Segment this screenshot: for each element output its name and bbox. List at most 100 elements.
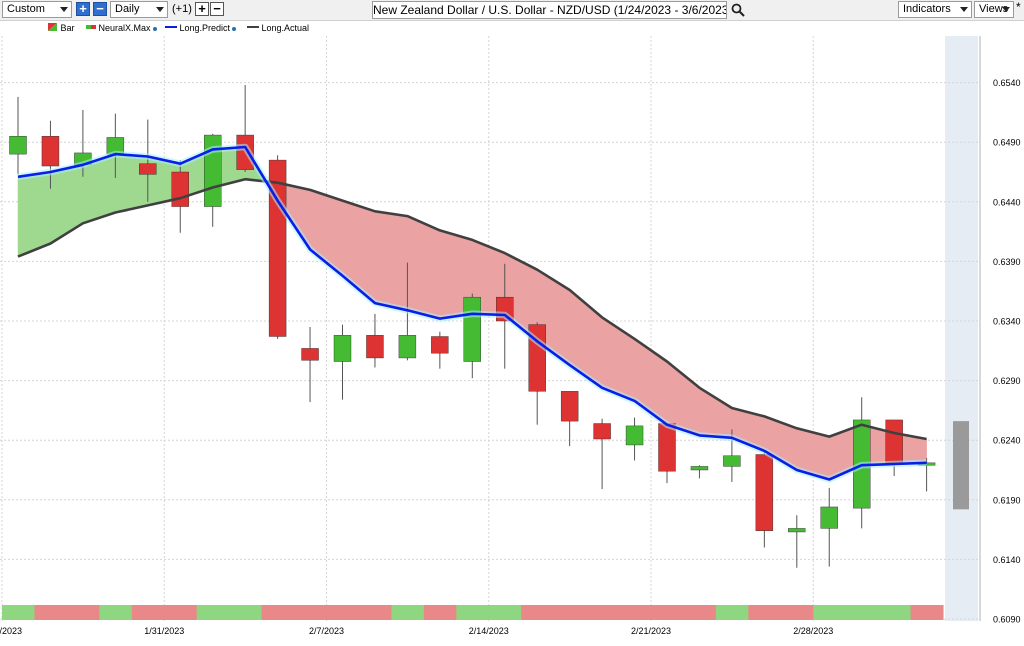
- actual-line-icon: [247, 26, 259, 28]
- legend-item-bar: Bar: [48, 23, 75, 33]
- signal-strip-cell: [683, 605, 717, 620]
- candle-body: [301, 348, 319, 361]
- period-select[interactable]: Daily: [110, 1, 168, 18]
- signal-strip-cell: [586, 605, 620, 620]
- legend-label-neuralx: NeuralX.Max: [98, 23, 151, 33]
- candle-body: [139, 163, 157, 175]
- indicators-button[interactable]: Indicators: [898, 1, 972, 18]
- series-line-long-actual: [17, 177, 927, 441]
- forecast-zone: [945, 36, 978, 621]
- legend-label-actual: Long.Actual: [261, 23, 310, 33]
- candle-body: [885, 419, 903, 464]
- signal-strip-cell: [618, 605, 652, 620]
- signal-strip-cell: [66, 605, 100, 620]
- spread-fill: [17, 171, 51, 258]
- signal-strip-cell: [196, 605, 230, 620]
- signal-strip-cell: [813, 605, 847, 620]
- zoom-in-button[interactable]: +: [76, 2, 90, 16]
- signal-strip-cell: [391, 605, 425, 620]
- signal-strip-cell: [261, 605, 295, 620]
- signal-strip-cell: [910, 605, 944, 620]
- candle-body: [820, 506, 838, 529]
- spread-fill: [374, 211, 408, 311]
- views-label: Views: [979, 3, 1009, 15]
- candle-body: [593, 423, 611, 440]
- candle-body: [755, 454, 774, 531]
- signal-strip-cell: [164, 605, 198, 620]
- signal-strip-cell: [878, 605, 912, 620]
- signal-strip-cell: [99, 605, 133, 620]
- signal-strip-cell: [2, 605, 35, 620]
- candle-body: [463, 296, 481, 362]
- candle-body: [658, 423, 676, 472]
- candle-body: [41, 136, 60, 167]
- views-button[interactable]: Views: [974, 1, 1014, 18]
- offset-plus-button[interactable]: +: [195, 2, 209, 16]
- candle-body: [690, 466, 709, 471]
- chevron-down-icon: [960, 7, 968, 12]
- candle-body: [788, 528, 806, 533]
- x-tick-label: 2/14/2023: [469, 626, 509, 636]
- range-select-value: Custom: [7, 3, 45, 15]
- signal-strip-cell: [294, 605, 327, 620]
- candle-body: [625, 425, 644, 446]
- y-tick-label: 0.6290: [993, 376, 1021, 386]
- candle-body: [9, 136, 27, 155]
- candle-body: [171, 171, 189, 207]
- zoom-out-button[interactable]: −: [93, 2, 107, 16]
- predict-line-icon: [165, 26, 177, 28]
- signal-strip-cell: [715, 605, 749, 620]
- pin-icon[interactable]: *: [1016, 0, 1021, 14]
- info-dot-icon: [232, 26, 237, 31]
- chevron-down-icon: [60, 7, 68, 12]
- y-tick-label: 0.6340: [993, 317, 1021, 327]
- legend-item-actual: Long.Actual: [247, 23, 309, 33]
- y-tick-label: 0.6440: [993, 197, 1021, 207]
- candle-body: [398, 335, 417, 359]
- signal-strip-cell: [358, 605, 392, 620]
- candle-body: [560, 391, 579, 422]
- forecast-bar: [953, 421, 969, 510]
- legend-item-neuralx: NeuralX.Max: [86, 23, 157, 33]
- chevron-down-icon: [1002, 7, 1010, 12]
- spread-fill: [407, 215, 441, 319]
- legend-item-predict: Long.Predict: [165, 23, 237, 33]
- neuralx-swatch-icon: [86, 25, 96, 29]
- signal-strip-cell: [651, 605, 684, 620]
- signal-strip-cell: [326, 605, 360, 620]
- signal-strip-cell: [748, 605, 782, 620]
- y-tick-label: 0.6140: [993, 555, 1021, 565]
- signal-strip-cell: [423, 605, 457, 620]
- legend-label-predict: Long.Predict: [179, 23, 231, 33]
- legend-label-bar: Bar: [60, 23, 75, 33]
- y-tick-label: 0.6540: [993, 78, 1021, 88]
- price-chart[interactable]: 0.6540 0.6490 0.6440 0.6390 0.6340 0.6290 0.62…: [0, 36, 1024, 646]
- search-icon[interactable]: [731, 3, 745, 17]
- candle-body: [333, 335, 352, 362]
- range-select[interactable]: Custom: [2, 1, 72, 18]
- offset-minus-button[interactable]: −: [210, 2, 224, 16]
- x-tick-label: 2/21/2023: [631, 626, 671, 636]
- offset-label: (+1): [172, 3, 192, 15]
- candle-body: [431, 336, 449, 354]
- x-tick-label: 2/7/2023: [309, 626, 344, 636]
- signal-strip-cell: [131, 605, 165, 620]
- signal-strip-cell: [845, 605, 879, 620]
- spread-fill: [115, 153, 149, 213]
- signal-strip-cell: [780, 605, 814, 620]
- plot-area: [0, 36, 980, 621]
- signal-strip-cell: [521, 605, 555, 620]
- y-tick-label: 0.6090: [993, 615, 1021, 625]
- info-dot-icon: [152, 26, 157, 31]
- toolbar: Custom + − Daily (+1) + − New Zealand Do…: [0, 0, 1024, 21]
- x-tick-label: 1/31/2023: [144, 626, 184, 636]
- candle-body: [723, 455, 741, 467]
- signal-strip-cell: [488, 605, 522, 620]
- chart-title: New Zealand Dollar / U.S. Dollar - NZD/U…: [372, 1, 727, 19]
- chevron-down-icon: [156, 7, 164, 12]
- y-tick-label: 0.6390: [993, 257, 1021, 267]
- signal-strip-cell: [553, 605, 587, 620]
- y-tick-label: 0.6240: [993, 436, 1021, 446]
- x-tick-label: 2/28/2023: [793, 626, 833, 636]
- series-line-long-predict: [17, 145, 927, 481]
